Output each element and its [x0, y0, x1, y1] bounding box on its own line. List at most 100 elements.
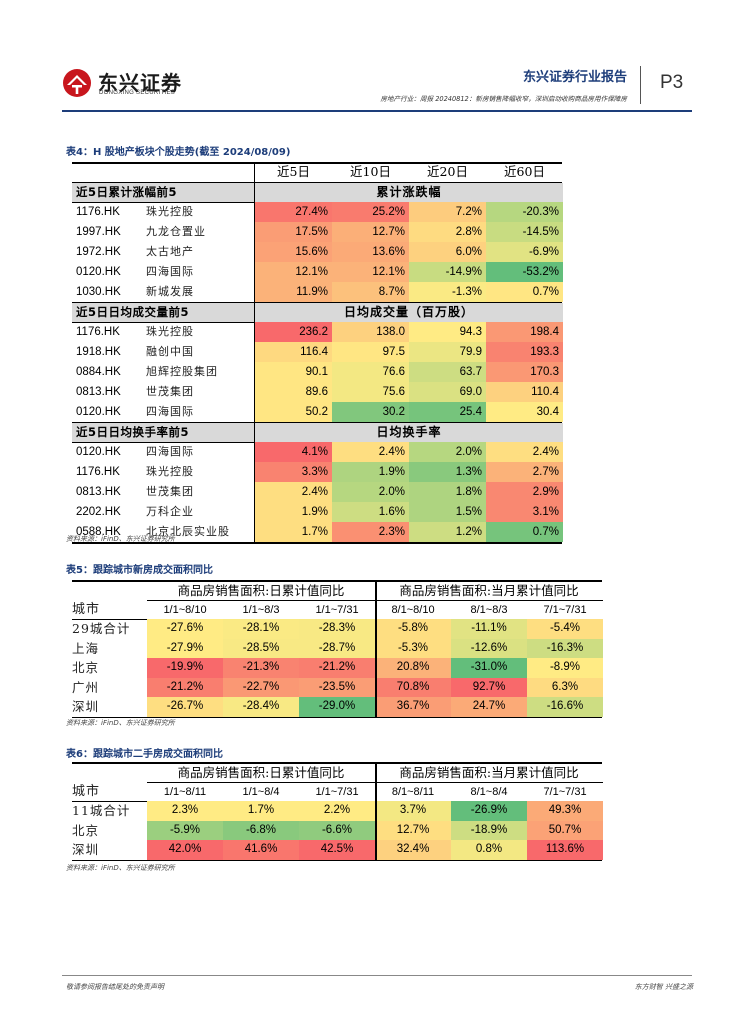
table-cell: 2.4% — [486, 442, 563, 462]
stock-name: 四海国际 — [146, 405, 194, 418]
table-cell: 69.0 — [409, 382, 486, 402]
table4-section-title: 累计涨跌幅 — [255, 183, 563, 202]
table-cell: 4.1% — [255, 442, 332, 462]
stock-code: 0120.HK — [76, 266, 121, 278]
table-cell: 3.1% — [486, 502, 563, 522]
table-cell: 20.8% — [375, 658, 451, 678]
table-cell: 2.0% — [332, 482, 409, 502]
table-cell: 0.8% — [451, 840, 527, 860]
table5-col-header: 1/1~8/10 — [163, 603, 207, 616]
stock-code: 0588.HK — [76, 526, 121, 538]
stock-name: 新城发展 — [146, 285, 194, 298]
table-cell: -20.3% — [486, 202, 563, 222]
table-cell: 32.4% — [375, 840, 451, 860]
footer-rule — [62, 975, 692, 976]
stock-code: 0813.HK — [76, 386, 121, 398]
table-cell: -5.9% — [147, 820, 223, 840]
table4-section-label: 近5日日均成交量前5 — [72, 303, 255, 322]
stock-code: 1176.HK — [76, 206, 120, 218]
table-cell: 42.5% — [299, 840, 375, 860]
table-cell: 92.7% — [451, 677, 527, 697]
stock-name: 四海国际 — [146, 445, 194, 458]
table-cell: 90.1 — [255, 362, 332, 382]
stock-name: 融创中国 — [146, 345, 194, 358]
stock-name: 珠光控股 — [146, 325, 194, 338]
table5-top-rule — [72, 580, 602, 582]
table-cell: 50.7% — [527, 820, 603, 840]
stock-name: 世茂集团 — [146, 385, 194, 398]
table-cell: -6.6% — [299, 820, 375, 840]
table-cell: -21.3% — [223, 658, 299, 678]
table-cell: -5.8% — [375, 619, 451, 639]
table-cell: -14.9% — [409, 262, 486, 282]
table-cell: 63.7 — [409, 362, 486, 382]
table-cell: 1.6% — [332, 502, 409, 522]
table4-section-label: 近5日日均换手率前5 — [72, 423, 255, 442]
table-cell: -21.2% — [147, 677, 223, 697]
table4-section-rule — [72, 302, 562, 303]
table-cell: 2.9% — [486, 482, 563, 502]
table4-section-rule — [72, 422, 562, 423]
table-cell: -28.5% — [223, 638, 299, 658]
table-cell: 1.9% — [255, 502, 332, 522]
table5-col-header: 7/1~7/31 — [543, 603, 587, 616]
table-cell: 8.7% — [332, 282, 409, 302]
table-cell: 2.4% — [255, 482, 332, 502]
table-cell: 12.1% — [332, 262, 409, 282]
table-cell: 2.2% — [299, 801, 375, 821]
table5-col-header: 8/1~8/3 — [470, 603, 508, 616]
table6-col-header: 7/1~7/31 — [543, 785, 587, 798]
table6-col-header: 8/1~8/4 — [470, 785, 508, 798]
table-cell: 25.4 — [409, 402, 486, 422]
table5-group-divider — [375, 580, 377, 717]
table5-group-header: 商品房销售面积:当月累计值同比 — [399, 583, 579, 598]
table6-city-header: 城市 — [72, 783, 101, 799]
footer-slogan: 东方财智 兴盛之源 — [634, 983, 693, 991]
city-name: 11城合计 — [72, 803, 131, 818]
table-cell: 41.6% — [223, 840, 299, 860]
table4-section-title: 日均成交量（百万股） — [255, 303, 563, 322]
table-cell: -18.9% — [451, 820, 527, 840]
table5-col-header: 1/1~8/3 — [242, 603, 280, 616]
stock-code: 1176.HK — [76, 326, 120, 338]
stock-code: 1972.HK — [76, 246, 121, 258]
table-cell: 2.3% — [147, 801, 223, 821]
city-name: 广州 — [72, 679, 100, 695]
page-number: P3 — [660, 72, 684, 93]
table-cell: -5.3% — [375, 638, 451, 658]
city-name: 29城合计 — [72, 621, 131, 636]
table-cell: -21.2% — [299, 658, 375, 678]
table6-group-header: 商品房销售面积:当月累计值同比 — [399, 765, 579, 780]
table4-col-header: 近5日 — [277, 164, 310, 179]
table-cell: 2.4% — [332, 442, 409, 462]
table4-bottom-rule — [72, 542, 562, 544]
report-subtitle: 房地产行业：周报 20240812：新房销售降幅收窄，深圳启动收购商品房用作保障… — [380, 95, 627, 103]
city-name: 北京 — [72, 660, 100, 675]
table-cell: -5.4% — [527, 619, 603, 639]
header-divider — [640, 66, 641, 104]
table4-source: 资料来源：iFinD、东兴证券研究所 — [66, 535, 175, 543]
stock-name: 北京北辰实业股 — [146, 525, 230, 538]
table-cell: -53.2% — [486, 262, 563, 282]
table6-caption: 表6：跟踪城市二手房成交面积同比 — [66, 749, 223, 760]
table5-caption: 表5：跟踪城市新房成交面积同比 — [66, 565, 213, 576]
table4-col-header: 近10日 — [350, 164, 391, 179]
logo-english-text: DONGXING SECURITIES — [99, 90, 176, 96]
table4-section-label: 近5日累计涨幅前5 — [72, 183, 255, 202]
table-cell: 76.6 — [332, 362, 409, 382]
stock-code: 2202.HK — [76, 506, 121, 518]
table-cell: -6.8% — [223, 820, 299, 840]
table-cell: 12.1% — [255, 262, 332, 282]
stock-name: 四海国际 — [146, 265, 194, 278]
city-name: 深圳 — [72, 842, 100, 857]
table-cell: 97.5 — [332, 342, 409, 362]
table-cell: 1.5% — [409, 502, 486, 522]
table4-caption: 表4：H 股地产板块个股走势(截至 2024/08/09) — [66, 147, 291, 158]
table6-group-divider — [375, 762, 377, 860]
table-cell: -14.5% — [486, 222, 563, 242]
table-cell: 2.7% — [486, 462, 563, 482]
table-cell: 30.4 — [486, 402, 563, 422]
table4-divider — [254, 162, 255, 542]
table-cell: 0.7% — [486, 522, 563, 542]
table-cell: 6.0% — [409, 242, 486, 262]
